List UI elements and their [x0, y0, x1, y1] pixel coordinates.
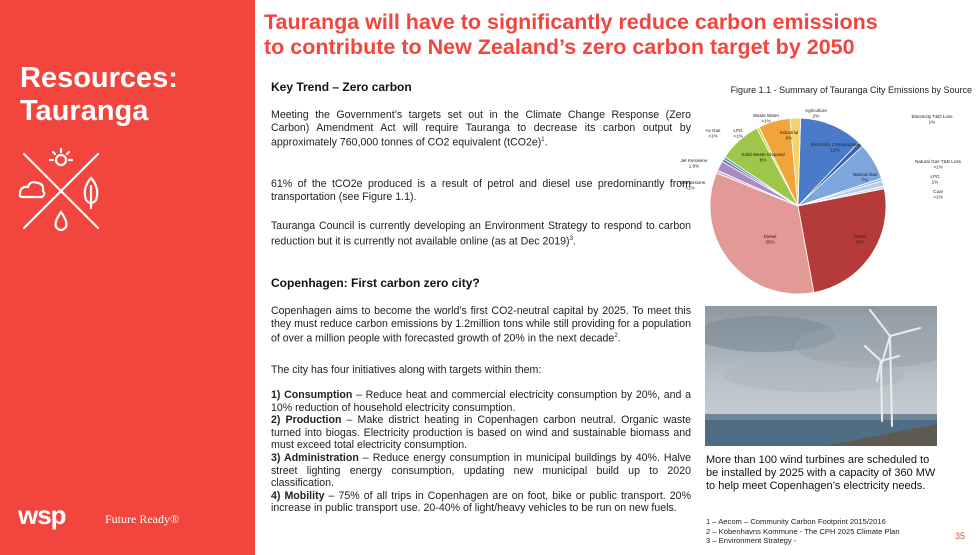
pie-slice [797, 188, 887, 294]
tagline: Future Ready® [105, 512, 180, 526]
pie-slice-label: Solid Waste Disposal 8% [741, 152, 784, 163]
footnote-item: 2 – Kobenhavns Kommune - The CPH 2025 Cl… [706, 526, 900, 536]
key-trend-para1: Meeting the Government’s targets set out… [271, 109, 691, 149]
pie-slice [709, 172, 815, 295]
pie-slice-label: Electricity Consumption 12% [811, 142, 859, 153]
copenhagen-heading: Copenhagen: First carbon zero city? [271, 276, 480, 290]
initiative-item: 4) Mobility – 75% of all trips in Copenh… [271, 490, 691, 515]
key-trend-para3: Tauranga Council is currently developing… [271, 220, 691, 248]
headline-line2: to contribute to New Zealand’s zero carb… [264, 35, 855, 59]
initiative-label: 4) Mobility [271, 489, 325, 502]
initiative-text: – Make district heating in Copenhagen ca… [271, 414, 691, 452]
key-trend-para3-text: Tauranga Council is currently developing… [271, 220, 691, 248]
initiatives-list: 1) Consumption – Reduce heat and commerc… [271, 389, 691, 515]
initiative-text: – 75% of all trips in Copenhagen are on … [271, 489, 691, 515]
key-trend-heading: Key Trend – Zero carbon [271, 80, 412, 94]
pie-slice-label: Rail Emissions<1% [680, 180, 706, 191]
wind-turbines-photo [705, 306, 937, 446]
emissions-pie-chart: Electricity Consumption 12% Electricity T&… [680, 108, 962, 295]
headline-line1: Tauranga will have to significantly redu… [264, 10, 878, 34]
pie-slice-label: Natural Gas T&D Loss <1% [915, 159, 962, 170]
wind-turbines-image [705, 306, 937, 446]
photo-caption: More than 100 wind turbines are schedule… [706, 454, 936, 492]
footnotes: 1 – Aecom – Community Carbon Footprint 2… [706, 517, 966, 546]
copenhagen-para1: Copenhagen aims to become the world’s fi… [271, 305, 691, 345]
footnote-item: 1 – Aecom – Community Carbon Footprint 2… [706, 517, 886, 526]
headline: Tauranga will have to significantly redu… [264, 10, 974, 60]
footnote-item: 3 – Environment Strategy - [706, 536, 797, 546]
pie-slice-label: Jet Kerosene 1.9% [680, 158, 708, 169]
initiative-text: – Reduce energy consumption in municipal… [271, 451, 692, 490]
key-trend-para1-text: Meeting the Government’s targets set out… [271, 109, 691, 149]
pie-slice-label: Natural Gas 7% [853, 172, 878, 183]
period: . [572, 235, 576, 248]
initiative-item: 1) Consumption – Reduce heat and commerc… [271, 389, 691, 414]
footnote-ref: 3 [569, 235, 573, 242]
pie-slice [789, 117, 802, 207]
footnote-ref: 1 [541, 137, 545, 144]
figure-caption: Figure 1.1 - Summary of Tauranga City Em… [730, 85, 972, 95]
pie-slice-label: Agriculture 2% [805, 108, 827, 119]
pie-slice-label: Industrial 6% [780, 130, 799, 141]
pie-slice-label: LPG 1% [930, 174, 940, 185]
pie-slice-label: LPG <1% [733, 128, 743, 139]
svg-text:wsp: wsp [18, 500, 66, 530]
pie-slice-label: Diesel 35% [764, 234, 777, 245]
pie-slice [797, 117, 860, 208]
initiative-item: 2) Production – Make district heating in… [271, 414, 691, 452]
copenhagen-para2: The city has four initiatives along with… [271, 364, 542, 376]
footnote-ref: 2 [614, 333, 618, 340]
initiative-label: 1) Consumption [271, 389, 353, 401]
initiative-label: 3) Administration [271, 451, 359, 464]
pie-slice-label: Petrol 26% [854, 234, 866, 245]
sidebar: Resources: Tauranga wsp Future Ready® [0, 0, 255, 555]
sidebar-title-line2: Tauranga [20, 95, 149, 127]
period: . [617, 332, 621, 345]
sidebar-title-line1: Resources: [20, 62, 178, 94]
pie-slice-label: Coal <1% [933, 189, 942, 200]
sun-cloud-drop-leaf-cross-icon [18, 147, 100, 232]
sidebar-title: Resources: Tauranga [20, 62, 240, 128]
initiative-text: – Reduce heat and commercial electricity… [271, 389, 691, 414]
wsp-logo: wsp [18, 500, 67, 530]
key-trend-para2: 61% of the tCO2e produced is a result of… [271, 178, 691, 203]
pie-slice-label: Waste Water <1% [753, 113, 780, 124]
initiative-label: 2) Production [271, 414, 342, 427]
period: . [544, 136, 548, 149]
pie-slice-label: Electricity T&D Loss 1% [911, 114, 953, 125]
copenhagen-para1-text: Copenhagen aims to become the world’s fi… [271, 305, 691, 345]
page-number: 35 [955, 531, 966, 541]
pie-slice-label: Av Gas <1% [706, 128, 722, 139]
initiative-item: 3) Administration – Reduce energy consum… [271, 452, 691, 490]
